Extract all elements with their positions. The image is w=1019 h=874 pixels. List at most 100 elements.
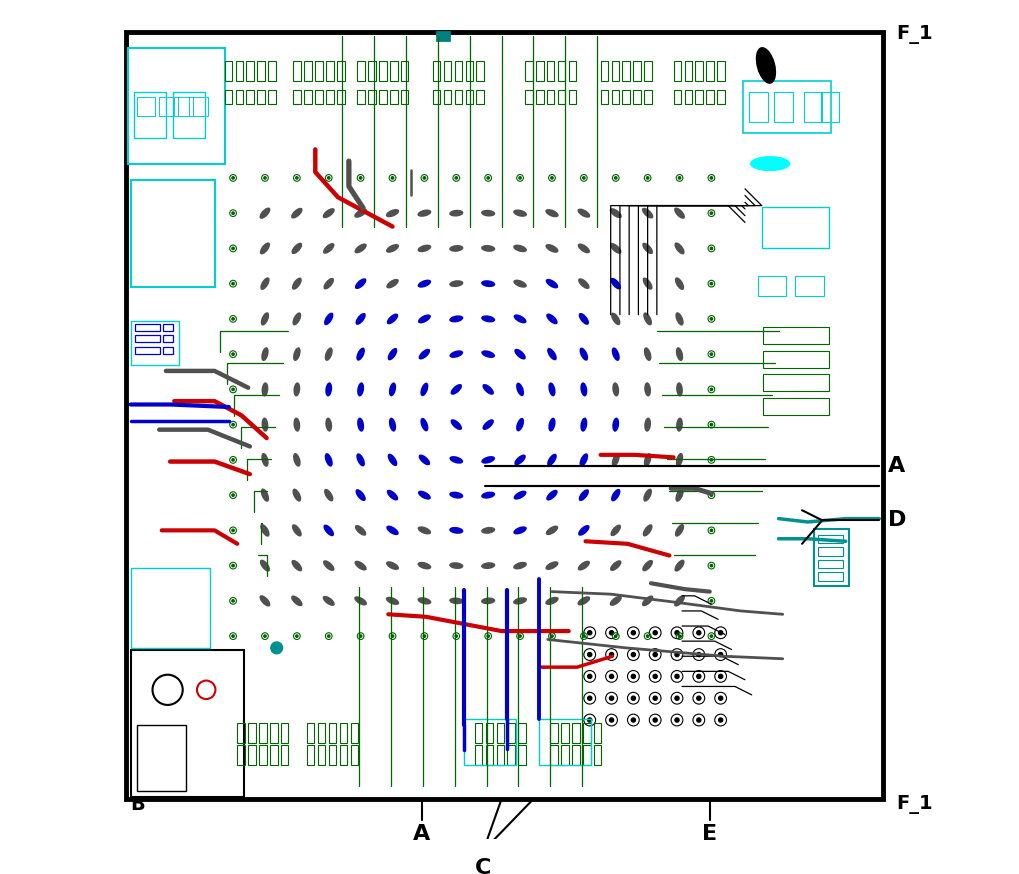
Ellipse shape bbox=[481, 527, 495, 534]
Circle shape bbox=[696, 718, 700, 722]
Bar bbox=[560, 723, 569, 743]
Bar bbox=[549, 746, 557, 766]
Ellipse shape bbox=[675, 489, 683, 502]
Bar bbox=[773, 93, 792, 121]
Bar bbox=[762, 374, 828, 391]
Circle shape bbox=[519, 635, 521, 637]
Bar bbox=[546, 61, 554, 81]
Ellipse shape bbox=[385, 561, 398, 570]
Ellipse shape bbox=[545, 597, 558, 605]
Ellipse shape bbox=[323, 278, 333, 289]
Bar bbox=[224, 61, 232, 81]
Bar bbox=[130, 179, 214, 287]
Bar bbox=[304, 90, 312, 104]
Ellipse shape bbox=[516, 383, 524, 396]
Ellipse shape bbox=[577, 561, 589, 571]
Bar bbox=[138, 725, 185, 790]
Circle shape bbox=[709, 388, 712, 391]
Bar bbox=[507, 746, 515, 766]
Ellipse shape bbox=[644, 418, 650, 432]
Bar bbox=[817, 547, 843, 556]
Bar bbox=[307, 746, 314, 766]
Bar bbox=[163, 335, 173, 343]
Ellipse shape bbox=[578, 525, 589, 536]
Ellipse shape bbox=[356, 489, 366, 501]
Ellipse shape bbox=[516, 418, 524, 432]
Ellipse shape bbox=[324, 489, 333, 502]
Circle shape bbox=[652, 653, 656, 656]
Bar bbox=[572, 723, 579, 743]
Circle shape bbox=[717, 675, 722, 678]
Ellipse shape bbox=[322, 208, 334, 218]
Circle shape bbox=[631, 675, 635, 678]
Circle shape bbox=[717, 653, 722, 656]
Circle shape bbox=[423, 177, 425, 179]
Circle shape bbox=[231, 600, 234, 602]
Ellipse shape bbox=[545, 279, 557, 288]
Ellipse shape bbox=[676, 418, 683, 432]
Ellipse shape bbox=[548, 383, 555, 397]
Ellipse shape bbox=[513, 597, 527, 605]
Ellipse shape bbox=[481, 562, 495, 569]
Ellipse shape bbox=[261, 418, 268, 432]
Circle shape bbox=[327, 635, 329, 637]
Bar bbox=[557, 90, 565, 104]
Ellipse shape bbox=[641, 208, 653, 218]
Bar bbox=[748, 93, 767, 121]
Bar bbox=[351, 746, 358, 766]
Circle shape bbox=[646, 635, 648, 637]
Bar bbox=[326, 61, 333, 81]
Ellipse shape bbox=[450, 384, 462, 395]
Circle shape bbox=[296, 177, 298, 179]
Ellipse shape bbox=[290, 595, 303, 607]
Ellipse shape bbox=[291, 560, 302, 572]
Bar bbox=[465, 61, 473, 81]
Circle shape bbox=[646, 177, 648, 179]
Ellipse shape bbox=[324, 347, 332, 361]
Ellipse shape bbox=[755, 47, 775, 84]
Bar bbox=[318, 746, 325, 766]
Bar bbox=[436, 31, 448, 40]
Circle shape bbox=[327, 177, 329, 179]
Circle shape bbox=[614, 635, 616, 637]
Circle shape bbox=[359, 635, 362, 637]
Bar bbox=[819, 93, 839, 121]
Bar bbox=[247, 90, 254, 104]
Bar bbox=[536, 90, 543, 104]
Circle shape bbox=[454, 177, 457, 179]
Ellipse shape bbox=[260, 242, 270, 254]
Ellipse shape bbox=[355, 561, 367, 571]
Bar bbox=[339, 746, 346, 766]
Circle shape bbox=[231, 529, 234, 531]
Ellipse shape bbox=[643, 489, 651, 502]
Ellipse shape bbox=[292, 347, 301, 361]
Circle shape bbox=[709, 424, 712, 426]
Ellipse shape bbox=[642, 243, 652, 254]
Ellipse shape bbox=[417, 597, 431, 605]
Bar bbox=[557, 61, 565, 81]
Ellipse shape bbox=[449, 456, 463, 464]
Circle shape bbox=[454, 635, 457, 637]
Bar bbox=[248, 746, 256, 766]
Bar bbox=[237, 746, 245, 766]
Circle shape bbox=[264, 635, 266, 637]
Bar bbox=[716, 90, 725, 104]
Ellipse shape bbox=[448, 562, 463, 569]
Circle shape bbox=[231, 635, 234, 637]
Ellipse shape bbox=[481, 491, 495, 499]
Circle shape bbox=[231, 494, 234, 496]
Circle shape bbox=[675, 718, 679, 722]
Bar bbox=[817, 535, 843, 543]
Ellipse shape bbox=[675, 524, 684, 537]
Ellipse shape bbox=[546, 489, 557, 501]
Ellipse shape bbox=[449, 350, 463, 358]
Bar bbox=[235, 90, 243, 104]
Ellipse shape bbox=[388, 418, 395, 432]
Circle shape bbox=[675, 675, 679, 678]
Bar bbox=[268, 90, 275, 104]
Bar bbox=[518, 746, 526, 766]
Bar bbox=[135, 324, 160, 331]
Ellipse shape bbox=[293, 418, 300, 432]
Ellipse shape bbox=[261, 347, 268, 361]
Bar bbox=[706, 61, 713, 81]
